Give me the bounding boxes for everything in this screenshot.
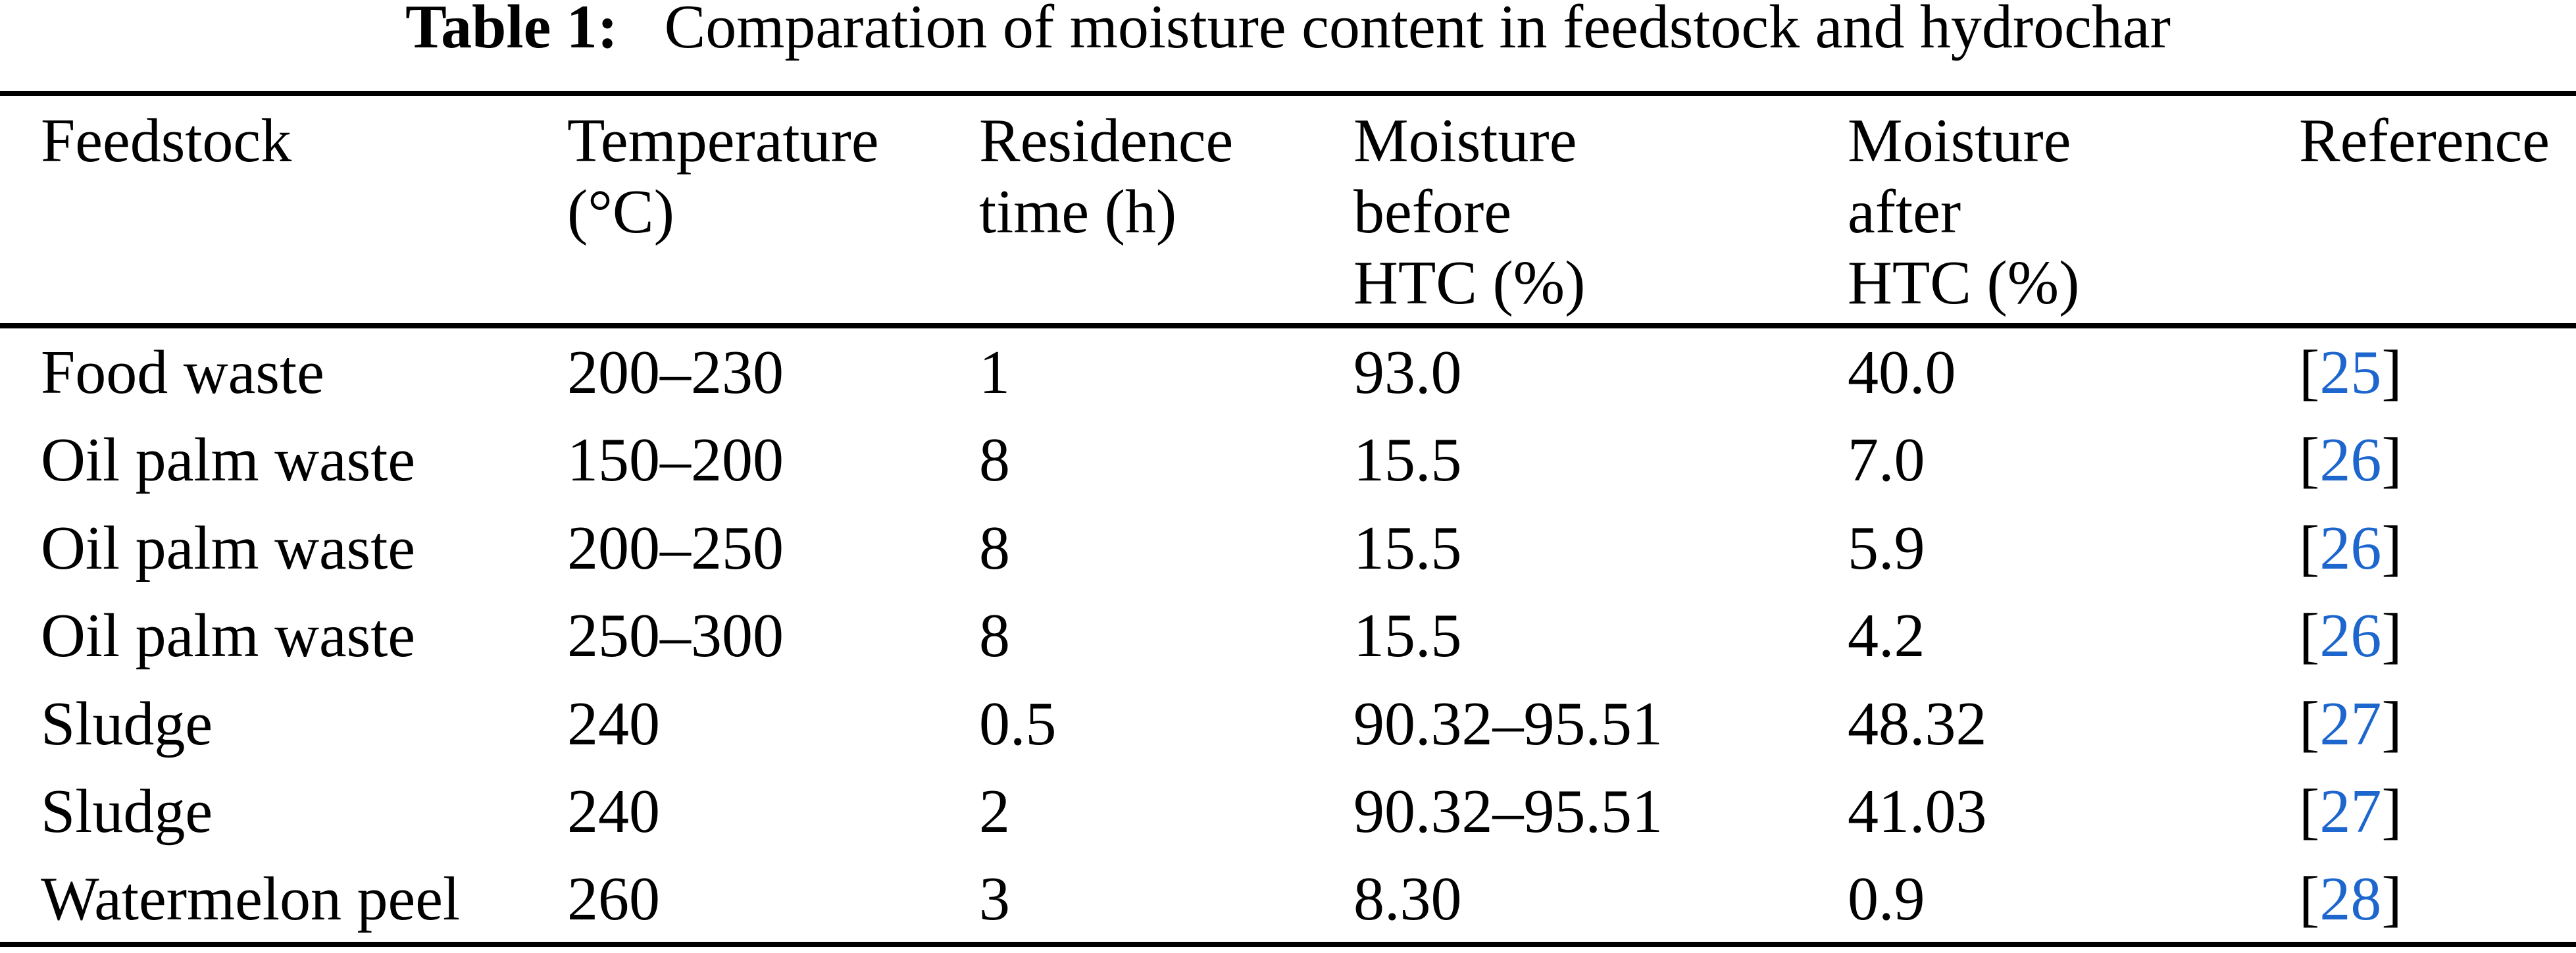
cell-moisture-after: 0.9 bbox=[1848, 865, 1925, 934]
header-line: after bbox=[1848, 178, 1961, 246]
cell-moisture-before: 90.32–95.51 bbox=[1353, 689, 1663, 758]
cell-reference: [26] bbox=[2299, 505, 2576, 592]
citation-bracket: [ bbox=[2299, 338, 2320, 407]
citation-link[interactable]: [25] bbox=[2299, 338, 2402, 407]
header-cell-residence-time: Residence time (h) bbox=[979, 105, 1353, 319]
citation-number: 27 bbox=[2319, 689, 2382, 758]
cell-moisture-after: 5.9 bbox=[1848, 513, 1925, 582]
cell-feedstock: Food waste bbox=[41, 338, 324, 407]
header-line: before bbox=[1353, 178, 1512, 246]
citation-bracket: ] bbox=[2381, 865, 2402, 934]
citation-number: 25 bbox=[2319, 338, 2382, 407]
cell-reference: [27] bbox=[2299, 768, 2576, 856]
header-cell-feedstock: Feedstock bbox=[41, 105, 567, 319]
header-line: Feedstock bbox=[41, 107, 292, 175]
header-line: HTC (%) bbox=[1353, 249, 1586, 317]
table-body: Food waste 200–230 1 93.0 40.0 [25] Oil … bbox=[41, 329, 2576, 944]
citation-bracket: ] bbox=[2381, 513, 2402, 582]
table-rule-bottom bbox=[0, 942, 2576, 947]
table-caption: Table 1: Comparation of moisture content… bbox=[0, 0, 2576, 63]
citation-bracket: ] bbox=[2381, 689, 2402, 758]
cell-feedstock: Oil palm waste bbox=[41, 426, 416, 495]
citation-bracket: [ bbox=[2299, 865, 2320, 934]
cell-moisture-before: 93.0 bbox=[1353, 338, 1462, 407]
citation-number: 28 bbox=[2319, 865, 2382, 934]
citation-bracket: [ bbox=[2299, 602, 2320, 671]
cell-reference: [26] bbox=[2299, 592, 2576, 680]
cell-feedstock: Sludge bbox=[41, 689, 213, 758]
citation-number: 26 bbox=[2319, 602, 2382, 671]
header-cell-reference: Reference bbox=[2299, 105, 2576, 319]
header-cell-temperature: Temperature (°C) bbox=[567, 105, 979, 319]
cell-feedstock: Oil palm waste bbox=[41, 513, 416, 582]
citation-bracket: [ bbox=[2299, 426, 2320, 495]
citation-link[interactable]: [26] bbox=[2299, 426, 2402, 494]
citation-bracket: ] bbox=[2381, 777, 2402, 846]
citation-bracket: [ bbox=[2299, 513, 2320, 582]
citation-number: 27 bbox=[2319, 777, 2382, 846]
table-caption-text: Comparation of moisture content in feeds… bbox=[664, 0, 2171, 61]
cell-residence-time: 8 bbox=[979, 602, 1010, 671]
header-line: HTC (%) bbox=[1848, 249, 2080, 317]
header-cell-moisture-before: Moisture before HTC (%) bbox=[1353, 105, 1848, 319]
citation-bracket: [ bbox=[2299, 689, 2320, 758]
cell-residence-time: 8 bbox=[979, 426, 1010, 495]
cell-moisture-after: 40.0 bbox=[1848, 338, 1956, 407]
cell-feedstock: Watermelon peel bbox=[41, 865, 461, 934]
citation-number: 26 bbox=[2319, 513, 2382, 582]
citation-bracket: ] bbox=[2381, 338, 2402, 407]
caption-spacer bbox=[634, 0, 665, 61]
cell-reference: [26] bbox=[2299, 417, 2576, 504]
cell-temperature: 200–230 bbox=[567, 338, 784, 407]
cell-temperature: 250–300 bbox=[567, 602, 784, 671]
cell-moisture-before: 90.32–95.51 bbox=[1353, 777, 1663, 846]
citation-number: 26 bbox=[2319, 426, 2382, 495]
cell-reference: [25] bbox=[2299, 329, 2576, 417]
cell-reference: [28] bbox=[2299, 856, 2576, 943]
cell-residence-time: 3 bbox=[979, 865, 1010, 934]
table-caption-label: Table 1: bbox=[405, 0, 619, 61]
cell-residence-time: 0.5 bbox=[979, 689, 1057, 758]
citation-link[interactable]: [26] bbox=[2299, 602, 2402, 670]
table-header-row: Feedstock Temperature (°C) Residence tim… bbox=[41, 105, 2576, 319]
citation-bracket: ] bbox=[2381, 426, 2402, 495]
citation-link[interactable]: [27] bbox=[2299, 690, 2402, 758]
cell-moisture-before: 8.30 bbox=[1353, 865, 1462, 934]
header-line: Residence bbox=[979, 107, 1234, 175]
cell-reference: [27] bbox=[2299, 681, 2576, 768]
cell-feedstock: Sludge bbox=[41, 777, 213, 846]
cell-moisture-before: 15.5 bbox=[1353, 513, 1462, 582]
header-line: Moisture bbox=[1353, 107, 1577, 175]
table-rule-top bbox=[0, 91, 2576, 96]
cell-residence-time: 2 bbox=[979, 777, 1010, 846]
cell-temperature: 240 bbox=[567, 777, 660, 846]
table-rule-header-separator bbox=[0, 323, 2576, 328]
cell-residence-time: 1 bbox=[979, 338, 1010, 407]
citation-bracket: [ bbox=[2299, 777, 2320, 846]
cell-feedstock: Oil palm waste bbox=[41, 602, 416, 671]
header-line: (°C) bbox=[567, 178, 674, 246]
header-line: Temperature bbox=[567, 107, 879, 175]
cell-temperature: 200–250 bbox=[567, 513, 784, 582]
cell-temperature: 240 bbox=[567, 689, 660, 758]
citation-link[interactable]: [28] bbox=[2299, 865, 2402, 933]
cell-moisture-after: 7.0 bbox=[1848, 426, 1925, 495]
cell-temperature: 260 bbox=[567, 865, 660, 934]
cell-residence-time: 8 bbox=[979, 513, 1010, 582]
citation-link[interactable]: [26] bbox=[2299, 514, 2402, 582]
cell-temperature: 150–200 bbox=[567, 426, 784, 495]
header-line: Reference bbox=[2299, 107, 2550, 175]
cell-moisture-after: 48.32 bbox=[1848, 689, 1987, 758]
citation-bracket: ] bbox=[2381, 602, 2402, 671]
cell-moisture-before: 15.5 bbox=[1353, 426, 1462, 495]
header-cell-moisture-after: Moisture after HTC (%) bbox=[1848, 105, 2299, 319]
cell-moisture-after: 41.03 bbox=[1848, 777, 1987, 846]
citation-link[interactable]: [27] bbox=[2299, 777, 2402, 846]
cell-moisture-before: 15.5 bbox=[1353, 602, 1462, 671]
header-line: time (h) bbox=[979, 178, 1177, 246]
cell-moisture-after: 4.2 bbox=[1848, 602, 1925, 671]
header-line: Moisture bbox=[1848, 107, 2071, 175]
